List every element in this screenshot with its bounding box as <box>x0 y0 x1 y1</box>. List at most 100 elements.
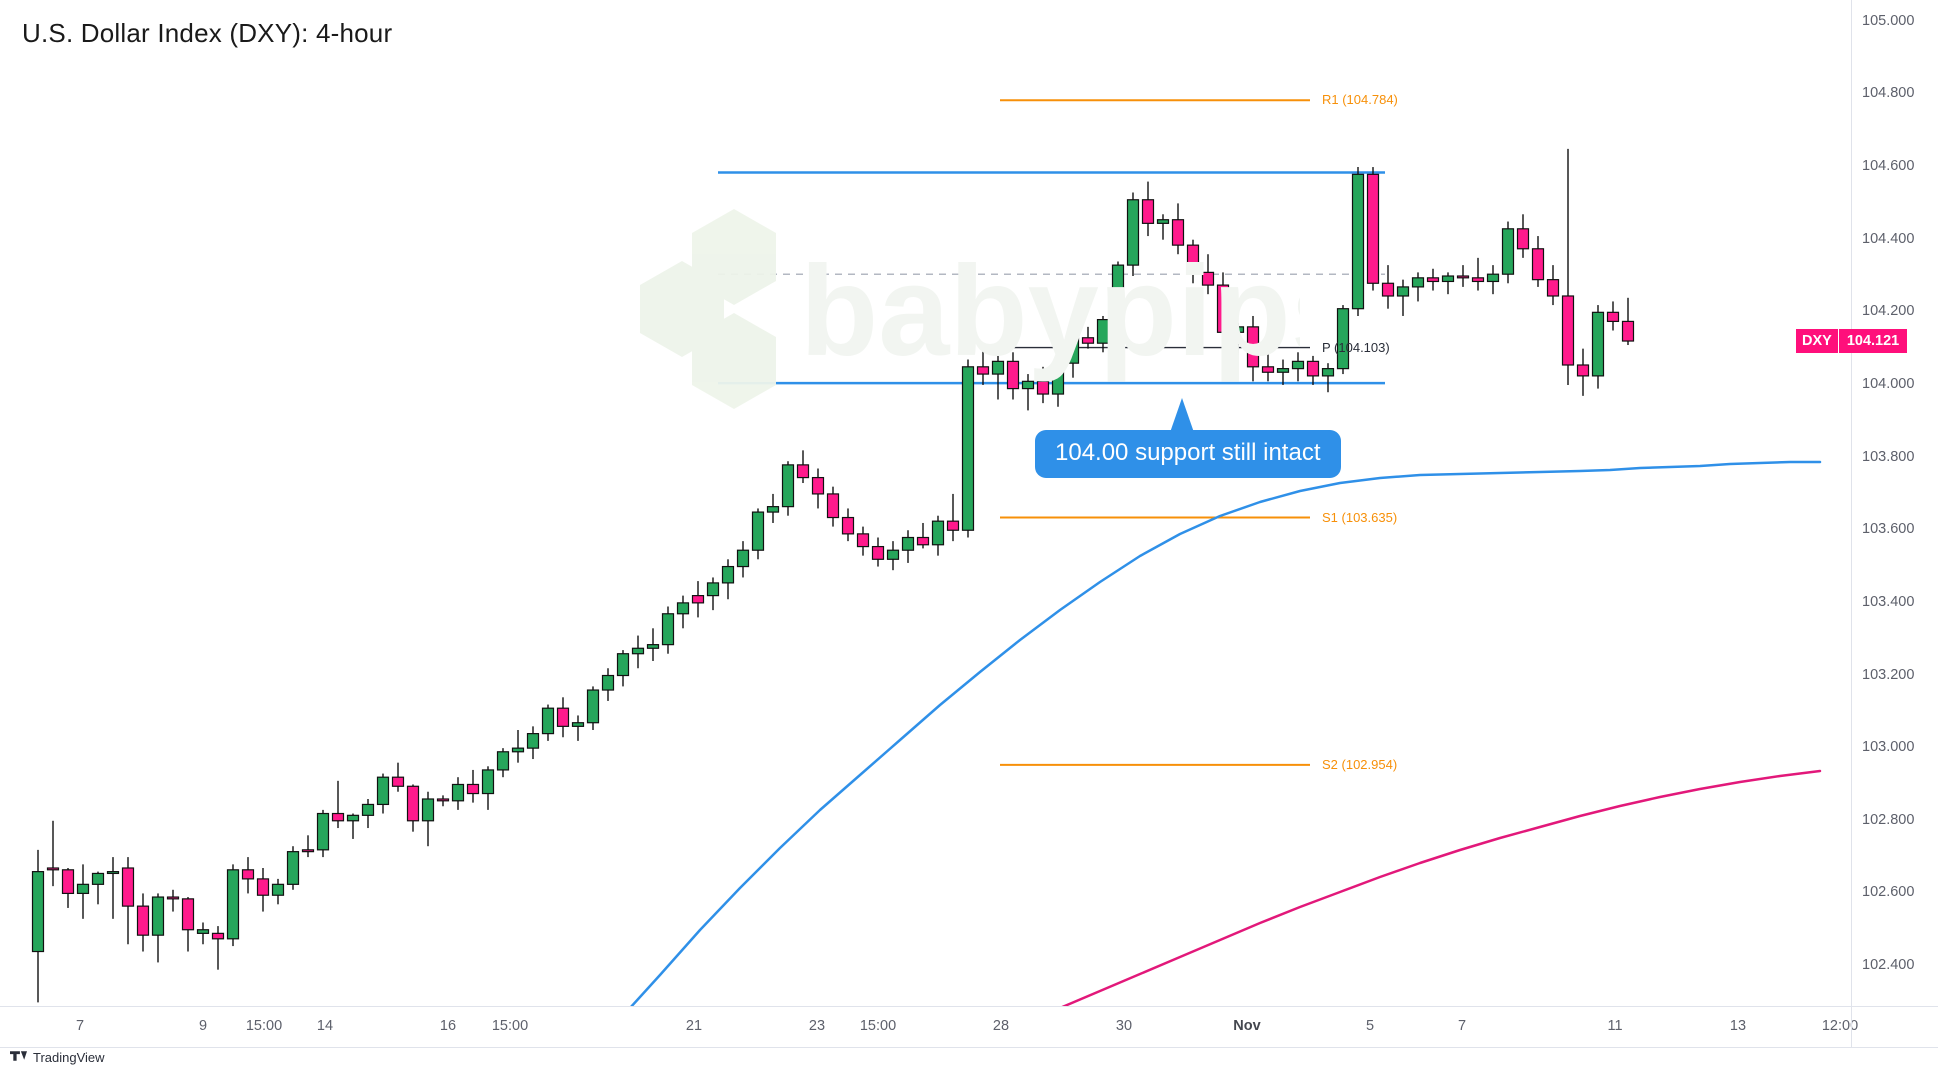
chart-plot-area[interactable] <box>0 0 1851 1006</box>
candle <box>166 889 180 912</box>
candle <box>496 748 510 778</box>
candle <box>421 791 435 847</box>
time-tick: 15:00 <box>859 1018 897 1034</box>
candle <box>826 486 840 527</box>
candle <box>571 715 585 741</box>
time-tick: 5 <box>1365 1018 1375 1034</box>
candle <box>136 893 150 952</box>
candle <box>796 450 810 484</box>
candle <box>706 577 720 611</box>
time-tick: 12:00 <box>1821 1018 1859 1034</box>
price-tick: 103.200 <box>1862 666 1915 683</box>
candle <box>586 686 600 730</box>
candle <box>1591 305 1605 389</box>
price-tick: 102.400 <box>1862 957 1915 974</box>
candle <box>1531 236 1545 287</box>
time-tick: 23 <box>808 1018 826 1034</box>
candle <box>61 867 75 908</box>
candle <box>1171 203 1185 255</box>
price-tick: 103.400 <box>1862 593 1915 610</box>
time-tick: 14 <box>316 1018 334 1034</box>
candle <box>376 773 390 814</box>
candle <box>1246 315 1260 382</box>
price-tick: 103.600 <box>1862 521 1915 538</box>
price-axis[interactable]: 105.000 104.800 104.600 104.400 104.200 104.0… <box>1796 0 1938 1006</box>
candle <box>301 835 315 858</box>
candle <box>1621 297 1635 346</box>
candle <box>856 526 870 556</box>
candle <box>1156 214 1170 240</box>
price-badge-value: 104.121 <box>1838 329 1908 354</box>
candle <box>391 762 405 792</box>
candle <box>1366 167 1380 291</box>
candle <box>181 897 195 952</box>
candle <box>676 595 690 629</box>
candle <box>1051 359 1065 407</box>
candle <box>1426 268 1440 291</box>
price-tick: 104.400 <box>1862 230 1915 247</box>
candle <box>991 355 1005 400</box>
candle <box>841 508 855 542</box>
price-tick: 103.800 <box>1862 448 1915 465</box>
current-price-badge: DXY 104.121 <box>1796 329 1908 354</box>
candle <box>1486 265 1500 295</box>
candle <box>946 493 960 542</box>
candle <box>466 769 480 803</box>
time-tick: 15:00 <box>491 1018 529 1034</box>
time-tick: 11 <box>1607 1018 1623 1034</box>
time-axis[interactable]: 7 9 15:00 14 16 15:00 21 23 15:00 28 30 Nov 5 7 11 13 12… <box>0 1006 1938 1048</box>
price-tick: 102.800 <box>1862 811 1915 828</box>
candle <box>256 867 270 912</box>
pivot-label-R1: R1 (104.784) <box>1322 92 1398 108</box>
candle <box>931 515 945 556</box>
candle <box>691 581 705 618</box>
candle <box>526 726 540 760</box>
time-tick: 16 <box>439 1018 457 1034</box>
candle <box>1111 261 1125 335</box>
candle <box>616 650 630 687</box>
candle <box>541 704 555 741</box>
candle <box>1291 352 1305 382</box>
candle <box>1261 348 1275 382</box>
moving-averages-group <box>630 460 1822 1006</box>
time-tick: 13 <box>1729 1018 1747 1034</box>
time-axis-divider <box>1851 1007 1852 1047</box>
candle <box>196 922 210 945</box>
candle <box>481 766 495 810</box>
candle <box>1021 374 1035 411</box>
candle <box>751 508 765 560</box>
pivot-label-S1: S1 (103.635) <box>1322 509 1398 525</box>
price-tick: 105.000 <box>1862 12 1915 29</box>
annotation-callout[interactable]: 104.00 support still intact <box>1035 430 1341 478</box>
candle <box>76 864 90 919</box>
candle <box>766 493 780 523</box>
candle <box>1321 363 1335 393</box>
candle <box>1576 348 1590 396</box>
time-tick: 21 <box>685 1018 703 1034</box>
tradingview-logo <box>10 1050 27 1065</box>
price-badge-symbol: DXY <box>1796 329 1839 354</box>
candle <box>631 635 645 669</box>
tradingview-branding[interactable]: TradingView <box>10 1050 105 1065</box>
candle <box>976 348 990 385</box>
candle <box>1336 305 1350 375</box>
candle <box>1501 221 1515 284</box>
candle <box>886 541 900 571</box>
price-tick: 104.000 <box>1862 375 1915 392</box>
candle <box>1126 192 1140 277</box>
candle <box>346 813 360 839</box>
candle <box>1516 214 1530 258</box>
candle <box>1216 272 1230 342</box>
candle <box>961 359 975 538</box>
tradingview-label: TradingView <box>33 1050 105 1065</box>
candle <box>106 857 120 919</box>
candle <box>31 849 45 1003</box>
price-tick: 104.800 <box>1862 85 1915 102</box>
candle <box>1081 326 1095 349</box>
candle <box>811 468 825 509</box>
candle <box>871 537 885 567</box>
candle <box>211 926 225 970</box>
candle <box>316 809 330 858</box>
candle <box>1546 265 1560 306</box>
